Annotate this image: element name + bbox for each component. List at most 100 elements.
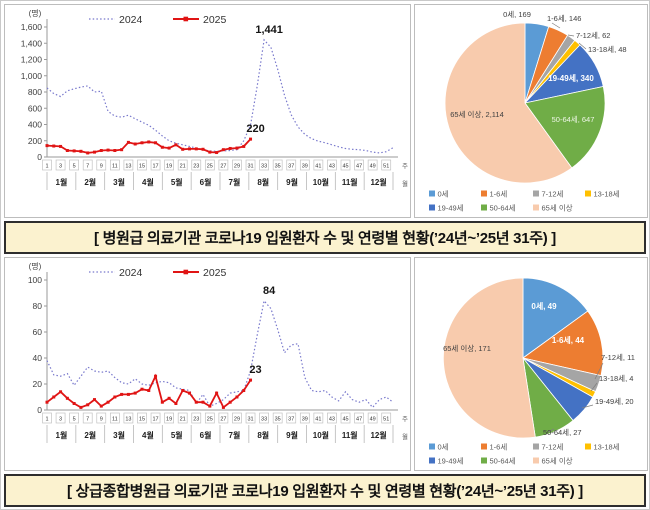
week-tick-label: 25 bbox=[207, 164, 213, 170]
week-tick-label: 1 bbox=[45, 417, 48, 423]
y-tick-label: 20 bbox=[33, 379, 43, 389]
legend-swatch-50-64세 bbox=[481, 457, 487, 464]
y-tick-label: 100 bbox=[28, 275, 42, 285]
month-axis-suffix: 월 bbox=[402, 432, 408, 441]
legend-item-7-12세: 7-12세 bbox=[542, 443, 564, 452]
month-axis-suffix: 월 bbox=[402, 179, 408, 188]
legend-swatch-19-49세 bbox=[429, 204, 435, 211]
week-tick-label: 19 bbox=[166, 417, 172, 423]
y-axis-ticks: 0 20 40 60 80 100 bbox=[28, 275, 47, 415]
y-tick-label: 800 bbox=[28, 87, 42, 97]
y-tick-label: 40 bbox=[33, 353, 43, 363]
week-tick-label: 23 bbox=[193, 417, 199, 423]
legend-item-65세 이상: 65세 이상 bbox=[542, 203, 573, 213]
y-tick-label: 1,200 bbox=[21, 55, 43, 65]
legend-item-13-18세: 13-18세 bbox=[594, 443, 620, 452]
pie-labels: 0세, 49 1-6세, 44 7-12세, 11 13-18세, 4 19-49세, … bbox=[443, 301, 635, 437]
y-tick-label: 400 bbox=[28, 120, 42, 130]
tertiary-banner-text: [ 상급종합병원급 의료기관 코로나19 입원환자 수 및 연령별 현황(’24… bbox=[67, 483, 583, 500]
month-label: 12월 bbox=[370, 430, 386, 440]
week-tick-label: 3 bbox=[59, 164, 62, 170]
month-label: 7월 bbox=[229, 430, 241, 440]
legend-item-0세: 0세 bbox=[438, 443, 449, 452]
annotation-220: 220 bbox=[246, 123, 264, 135]
month-label: 8월 bbox=[257, 430, 269, 440]
legend-marker-2025 bbox=[183, 16, 189, 22]
legend-swatch-19-49세 bbox=[429, 457, 435, 464]
annotation-23: 23 bbox=[249, 364, 261, 376]
legend-swatch-13-18세 bbox=[585, 190, 591, 197]
week-tick-label: 13 bbox=[125, 417, 131, 423]
legend-label-2024: 2024 bbox=[119, 14, 143, 26]
pie-label-0세: 0세, 49 bbox=[531, 301, 557, 311]
week-tick-label: 5 bbox=[73, 417, 76, 423]
legend-item-65세 이상: 65세 이상 bbox=[542, 456, 573, 466]
week-tick-label: 37 bbox=[288, 164, 294, 170]
week-tick-label: 23 bbox=[193, 164, 199, 170]
tertiary-weekly-line-chart: 0 20 40 60 80 100 (명) 2024 2025 84 23 1 3 5 7 9 11 13 15 17… bbox=[4, 257, 411, 471]
y-axis-ticks: 0 200 400 600 800 1,000 1,200 1,400 1,600 bbox=[21, 22, 47, 162]
legend-item-19-49세: 19-49세 bbox=[438, 204, 464, 213]
legend-swatch-0세 bbox=[429, 190, 435, 197]
legend-swatch-1-6세 bbox=[481, 443, 487, 450]
week-tick-label: 19 bbox=[166, 164, 172, 170]
hospital-panel: 0 200 400 600 800 1,000 1,200 1,400 1,600 (명) 2024… bbox=[4, 4, 648, 218]
month-label: 9월 bbox=[286, 430, 298, 440]
hospital-weekly-line-chart: 0 200 400 600 800 1,000 1,200 1,400 1,600 (명) 2024… bbox=[4, 4, 411, 218]
week-tick-label: 33 bbox=[261, 164, 267, 170]
annotation-1,441: 1,441 bbox=[255, 24, 283, 36]
legend-swatch-65세 이상 bbox=[533, 457, 539, 464]
week-tick-label: 47 bbox=[356, 164, 362, 170]
legend-item-13-18세: 13-18세 bbox=[594, 190, 620, 199]
week-tick-label: 21 bbox=[180, 417, 186, 423]
week-tick-label: 29 bbox=[234, 417, 240, 423]
week-tick-label: 51 bbox=[383, 417, 389, 423]
legend-swatch-50-64세 bbox=[481, 204, 487, 211]
week-tick-label: 45 bbox=[342, 417, 348, 423]
week-tick-label: 39 bbox=[302, 417, 308, 423]
week-tick-label: 27 bbox=[220, 164, 226, 170]
pie-slice-65세 이상 bbox=[442, 277, 536, 439]
axes bbox=[46, 19, 398, 158]
pie-label-50-64세: 50-64세, 647 bbox=[552, 115, 595, 124]
week-tick-label: 21 bbox=[180, 164, 186, 170]
week-tick-label: 27 bbox=[220, 417, 226, 423]
pie-label-0세: 0세, 169 bbox=[503, 10, 531, 19]
pie-slices bbox=[444, 22, 606, 184]
week-tick-label: 9 bbox=[100, 417, 103, 423]
pie-legend: 0세 1-6세 7-12세 13-18세 19-49세 50-64세 65세 이상 bbox=[429, 190, 620, 213]
month-label: 3월 bbox=[113, 177, 125, 187]
legend: 2024 2025 bbox=[89, 267, 227, 279]
month-label: 3월 bbox=[113, 430, 125, 440]
pie-label-1-6세: 1-6세, 146 bbox=[547, 14, 581, 23]
week-axis-suffix: 주 bbox=[402, 415, 408, 423]
month-label: 5월 bbox=[171, 430, 183, 440]
series-markers-2025 bbox=[45, 137, 253, 155]
month-label: 4월 bbox=[142, 177, 154, 187]
pie-slices bbox=[442, 277, 604, 439]
week-tick-label: 9 bbox=[100, 164, 103, 170]
week-tick-label: 11 bbox=[112, 417, 118, 423]
month-label: 11월 bbox=[342, 177, 358, 187]
month-axis: 1월 2월 3월 4월 5월 6월 7월 8월 9월 10월 11월 12월 월 bbox=[46, 425, 408, 443]
pie-slice-65세 이상 bbox=[444, 22, 573, 184]
y-tick-label: 1,600 bbox=[21, 22, 43, 32]
legend: 2024 2025 bbox=[89, 14, 227, 26]
week-tick-label: 35 bbox=[275, 417, 281, 423]
legend-label-2024: 2024 bbox=[119, 267, 143, 279]
hospital-age-pie-svg: 0세, 169 1-6세, 146 7-12세, 62 13-18세, 48 19-49… bbox=[429, 10, 627, 213]
legend-marker-2025 bbox=[183, 269, 189, 275]
legend-swatch-1-6세 bbox=[481, 190, 487, 197]
tertiary-age-pie-chart: 0세, 49 1-6세, 44 7-12세, 11 13-18세, 4 19-49세, … bbox=[414, 257, 648, 471]
week-tick-label: 33 bbox=[261, 417, 267, 423]
month-label: 10월 bbox=[313, 177, 329, 187]
month-label: 7월 bbox=[229, 177, 241, 187]
week-tick-label: 15 bbox=[139, 164, 145, 170]
month-label: 2월 bbox=[84, 177, 96, 187]
month-label: 1월 bbox=[56, 177, 68, 187]
pie-label-1-6세: 1-6세, 44 bbox=[552, 335, 585, 345]
hospital-banner: [ 병원급 의료기관 코로나19 입원환자 수 및 연령별 현황(’24년~’2… bbox=[4, 221, 646, 254]
week-tick-label: 17 bbox=[152, 164, 158, 170]
week-tick-label: 49 bbox=[370, 417, 376, 423]
